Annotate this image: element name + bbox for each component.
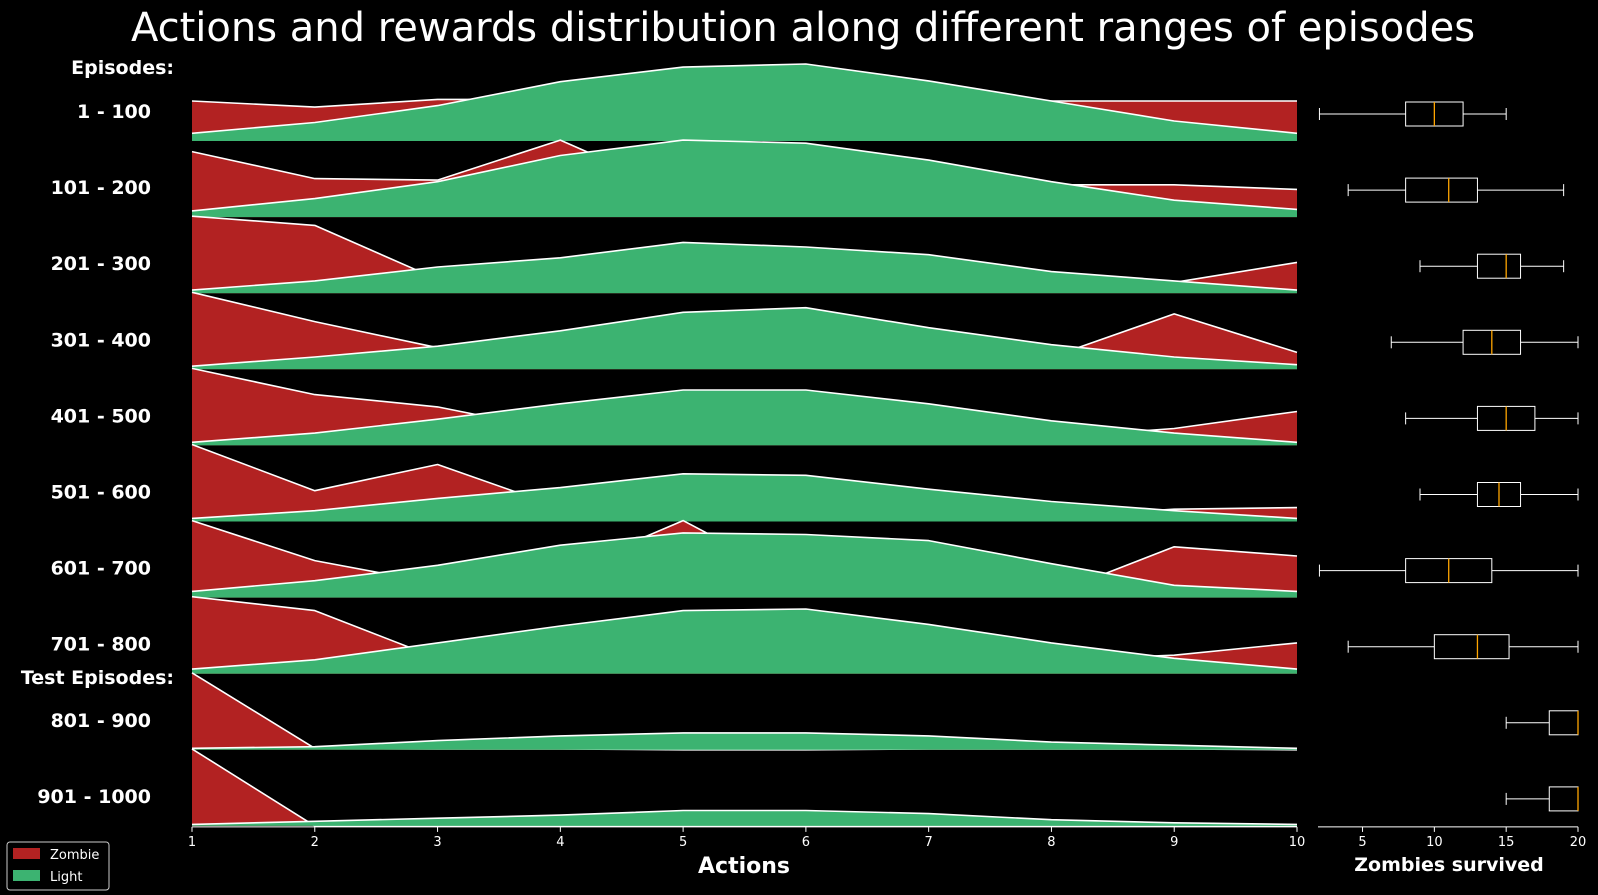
ridge-row: [191, 215, 1298, 294]
ridge-line-light: [191, 139, 1298, 212]
box-plot: [1390, 329, 1579, 355]
row-label: 601 - 700: [51, 558, 151, 580]
ridge-area-light: [192, 242, 1297, 294]
ridge-line-light: [191, 241, 1298, 291]
ridge-row: [191, 63, 1298, 141]
ridge-area-light: [192, 732, 1297, 750]
box-plot: [1505, 786, 1579, 812]
row-labels: 1 - 100 101 - 200 201 - 300 301 - 400 401 - …: [37, 101, 151, 808]
box-iqr: [1405, 177, 1478, 203]
zombies-tick-label: 20: [1570, 835, 1587, 850]
actions-axis-label: Actions: [698, 854, 790, 879]
ridge-row: [191, 748, 1298, 827]
actions-tick-label: 6: [802, 835, 810, 850]
actions-tick-label: 3: [433, 835, 441, 850]
box-iqr: [1476, 253, 1522, 279]
ridge-line-light: [191, 809, 1298, 826]
row-label: 101 - 200: [51, 177, 151, 199]
ridge-row: [191, 519, 1298, 598]
ridge-area-light: [192, 609, 1297, 674]
actions-tick-label: 1: [188, 835, 196, 850]
box-plot: [1405, 405, 1579, 431]
ridge-area-light: [192, 64, 1297, 141]
ridge-area-light: [192, 532, 1297, 598]
row-label: 901 - 1000: [37, 786, 151, 808]
ridge-line-light: [191, 473, 1298, 520]
ridge-areas: [191, 63, 1298, 827]
row-label: 201 - 300: [51, 253, 151, 275]
ridge-area-light: [192, 390, 1297, 446]
ridge-row: [191, 367, 1298, 446]
row-label: 501 - 600: [51, 482, 151, 504]
actions-tick-label: 8: [1047, 835, 1055, 850]
legend-label-light: Light: [50, 870, 82, 885]
zombies-tick-label: 15: [1498, 835, 1515, 850]
ridge-row: [191, 291, 1298, 370]
box-plot: [1347, 177, 1565, 203]
section-label-test-episodes: Test Episodes:: [21, 667, 174, 689]
row-label: 1 - 100: [77, 101, 151, 123]
actions-tick-label: 2: [311, 835, 319, 850]
ridge-line-light: [191, 389, 1298, 444]
ridge-row: [191, 443, 1298, 522]
ridge-line-light: [191, 306, 1298, 367]
legend: Zombie Light: [6, 841, 110, 891]
actions-tick-label: 7: [925, 835, 933, 850]
section-label-episodes: Episodes:: [71, 57, 174, 79]
ridge-row: [191, 139, 1298, 218]
actions-axis: 1 2 3 4 5 6 7 8 9 10: [188, 826, 1306, 850]
ridge-line-light: [191, 532, 1298, 593]
ridge-line-light: [191, 608, 1298, 670]
zombies-axis-label: Zombies survived: [1354, 854, 1544, 876]
box-iqr: [1433, 634, 1510, 660]
ridge-line-light: [191, 63, 1298, 135]
ridge-line-light: [191, 732, 1298, 750]
box-plots: [1318, 101, 1579, 812]
zombies-tick-label: 10: [1426, 835, 1443, 850]
ridge-row: [191, 595, 1298, 674]
row-label: 701 - 800: [51, 634, 151, 656]
box-plot: [1419, 482, 1579, 507]
zombies-tick-label: 5: [1358, 835, 1366, 850]
legend-swatch-zombie: [13, 848, 40, 859]
row-label: 401 - 500: [51, 405, 151, 427]
actions-tick-label: 10: [1289, 835, 1306, 850]
actions-tick-label: 9: [1170, 835, 1178, 850]
row-label: 801 - 900: [51, 710, 151, 732]
row-label: 301 - 400: [51, 329, 151, 351]
actions-tick-label: 5: [679, 835, 687, 850]
ridge-row: [191, 672, 1298, 751]
zombies-axis: 5 10 15 20: [1318, 826, 1587, 850]
ridge-area-zombie: [192, 672, 1297, 750]
box-plot: [1419, 253, 1565, 279]
box-plot: [1318, 101, 1507, 127]
box-plot: [1505, 710, 1579, 736]
ridge-area-light: [192, 810, 1297, 826]
ridge-area-light: [192, 140, 1297, 218]
box-plot: [1347, 634, 1579, 660]
actions-tick-label: 4: [556, 835, 564, 850]
box-plot: [1318, 558, 1579, 584]
legend-label-zombie: Zombie: [50, 848, 99, 863]
chart-title: Actions and rewards distribution along d…: [131, 5, 1475, 51]
ridge-area-light: [192, 473, 1297, 522]
ridge-area-light: [192, 307, 1297, 370]
legend-swatch-light: [13, 870, 40, 881]
